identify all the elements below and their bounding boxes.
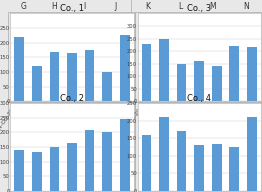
Bar (32, 66, 42, 101)
Bar (14, 150, 24, 191)
Text: H: H (51, 2, 57, 11)
Bar (177, 64, 186, 101)
Bar (159, 117, 169, 191)
Bar (50, 147, 59, 191)
Bar (85, 50, 95, 101)
Bar (120, 119, 130, 191)
Bar (67, 143, 77, 191)
Bar (230, 46, 239, 101)
Title: Co., 4: Co., 4 (187, 94, 211, 103)
Text: I: I (84, 2, 86, 11)
Title: Co., 1: Co., 1 (60, 4, 84, 13)
Bar (102, 132, 112, 191)
Text: M: M (210, 2, 216, 11)
Bar (120, 35, 130, 101)
Text: L: L (178, 2, 182, 11)
Bar (230, 147, 239, 191)
Text: N: N (243, 2, 248, 11)
Bar (67, 53, 77, 101)
Bar (32, 151, 42, 191)
Bar (247, 47, 257, 101)
Text: G: G (20, 2, 26, 11)
Text: K: K (145, 2, 150, 11)
Bar (14, 37, 24, 101)
Bar (194, 145, 204, 191)
Title: Co., 3: Co., 3 (187, 4, 211, 13)
Text: J: J (114, 2, 117, 11)
Bar (102, 72, 112, 101)
Bar (50, 51, 59, 101)
Bar (85, 130, 95, 191)
Bar (141, 135, 151, 191)
Bar (194, 61, 204, 101)
Title: Co., 2: Co., 2 (60, 94, 84, 103)
Bar (141, 44, 151, 101)
Bar (212, 144, 222, 191)
Bar (212, 66, 222, 101)
Bar (247, 117, 257, 191)
Bar (177, 131, 186, 191)
Bar (159, 39, 169, 101)
